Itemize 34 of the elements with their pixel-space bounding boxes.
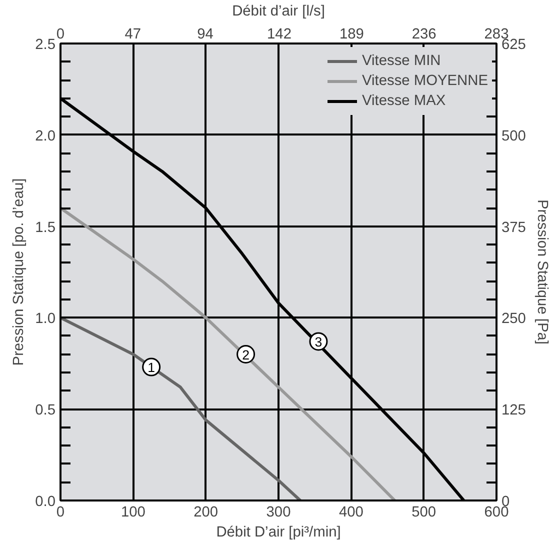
x-tick-label: 400	[338, 504, 364, 520]
y2-tick-label: 125	[502, 402, 526, 419]
y-tick-label: 2.0	[35, 128, 56, 144]
x-tick-label: 300	[266, 504, 291, 520]
y-tick-label: 2.5	[35, 37, 56, 53]
annotation: 3	[314, 334, 322, 350]
line-series	[60, 206, 396, 500]
y2-tick-label: 250	[502, 311, 526, 328]
y2-tick-label: 375	[502, 220, 526, 236]
x-tick-label: 0	[56, 504, 65, 520]
x-tick-label: 200	[194, 504, 218, 520]
x-tick-label: 100	[120, 504, 146, 520]
x2-tick-label: 94	[197, 26, 214, 42]
line-series	[60, 316, 302, 500]
legend-label: Vitesse MIN	[362, 53, 441, 69]
legend-label: Vitesse MOYENNE	[362, 73, 488, 89]
x2-tick-label: 0	[56, 26, 65, 42]
y-axis-title: Pression Statique [po. d’eau]	[11, 178, 28, 366]
x2-tick-label: 189	[339, 26, 364, 42]
y-tick-label: 1.5	[35, 220, 56, 236]
y2-tick-label: 500	[502, 128, 526, 144]
y-tick-label: 0.5	[35, 402, 56, 419]
x-tick-label: 500	[412, 504, 436, 520]
x2-tick-label: 236	[412, 26, 436, 42]
x2-axis-title: Débit d’air [l/s]	[232, 4, 325, 20]
legend-label: Vitesse MAX	[362, 93, 446, 109]
x2-tick-label: 142	[267, 26, 292, 42]
x-axis-title: Débit D’air [pi³/min]	[216, 524, 341, 540]
x2-tick-label: 47	[124, 26, 142, 42]
annotation: 1	[148, 360, 156, 376]
y-tick-label: 1.0	[35, 311, 56, 328]
y-tick-label: 0.0	[35, 494, 56, 510]
annotation: 2	[242, 347, 250, 362]
y2-axis-title: Pression Statique [Pa]	[534, 199, 550, 345]
